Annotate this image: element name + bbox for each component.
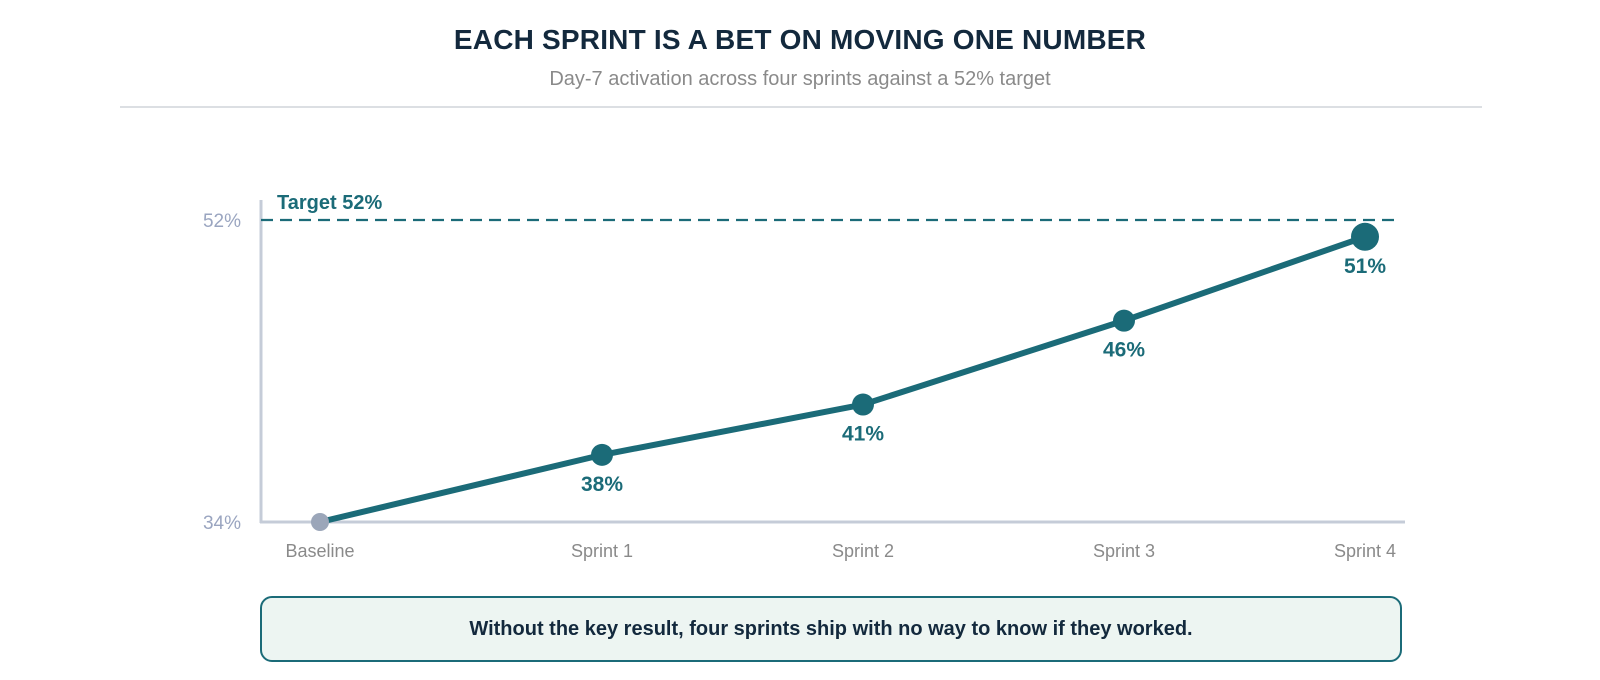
x-category-label: Sprint 1 (571, 541, 633, 561)
data-label: 51% (1344, 255, 1386, 278)
callout-text: Without the key result, four sprints shi… (469, 617, 1193, 640)
data-point (1351, 222, 1379, 251)
baseline-point (311, 513, 329, 531)
target-label: Target 52% (277, 192, 382, 214)
x-category-label: Sprint 3 (1093, 541, 1155, 561)
x-category-label: Baseline (285, 541, 354, 561)
series-line (317, 233, 1368, 525)
x-category-label: Sprint 4 (1334, 541, 1396, 561)
line-chart: Target 52% 34% 52% Baseline Sprint 1 Sprint 2… (203, 192, 1405, 561)
data-label: 46% (1103, 339, 1145, 362)
callout-box: Without the key result, four sprints shi… (260, 596, 1402, 662)
y-tick-label: 34% (203, 513, 241, 534)
chart-title: EACH SPRINT IS A BET ON MOVING ONE NUMBE… (453, 24, 1147, 55)
header-divider (120, 106, 1482, 108)
y-tick-label: 52% (203, 211, 241, 232)
x-category-label: Sprint 2 (832, 541, 894, 561)
data-label: 38% (581, 473, 623, 496)
data-point (1113, 309, 1135, 332)
data-point (591, 443, 613, 466)
data-point (852, 393, 874, 416)
data-label: 41% (842, 423, 884, 446)
chart-subtitle: Day-7 activation across four sprints aga… (549, 68, 1051, 90)
